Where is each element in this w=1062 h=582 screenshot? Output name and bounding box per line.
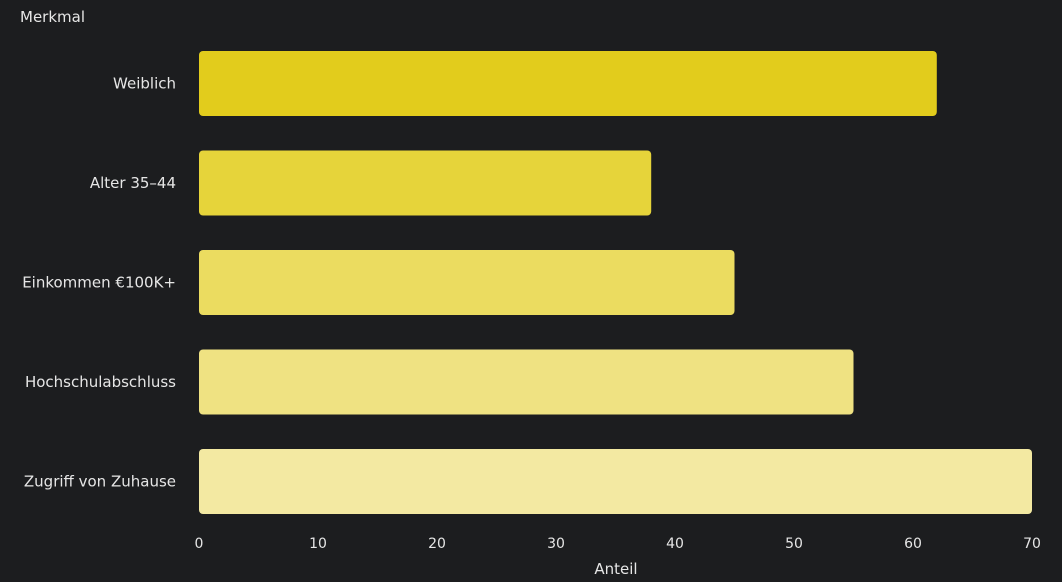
bar-4 xyxy=(199,449,1032,514)
x-tick-label-4: 40 xyxy=(666,536,684,552)
category-label-0: Weiblich xyxy=(113,75,176,93)
x-tick-label-1: 10 xyxy=(309,536,327,552)
category-label-1: Alter 35–44 xyxy=(90,174,176,192)
x-tick-labels: 0 10 20 30 40 50 60 70 xyxy=(195,536,1041,552)
x-tick-label-3: 30 xyxy=(547,536,565,552)
bar-3 xyxy=(199,349,854,415)
x-tick-label-5: 50 xyxy=(785,536,803,552)
category-label-3: Hochschulabschluss xyxy=(25,373,176,391)
y-axis-title: Merkmal xyxy=(20,8,85,26)
x-tick-label-7: 70 xyxy=(1023,536,1041,552)
category-labels: Weiblich Alter 35–44 Einkommen €100K+ Hochs… xyxy=(22,75,176,491)
bar-1 xyxy=(199,150,652,216)
x-axis-title: Anteil xyxy=(594,560,637,577)
bar-0 xyxy=(199,51,937,116)
x-tick-label-0: 0 xyxy=(195,536,204,552)
category-label-4: Zugriff von Zuhause xyxy=(24,473,176,491)
x-tick-label-6: 60 xyxy=(904,536,922,552)
bars-group xyxy=(199,51,1032,514)
bar-2 xyxy=(199,250,735,315)
x-tick-label-2: 20 xyxy=(428,536,446,552)
category-label-2: Einkommen €100K+ xyxy=(22,274,176,292)
